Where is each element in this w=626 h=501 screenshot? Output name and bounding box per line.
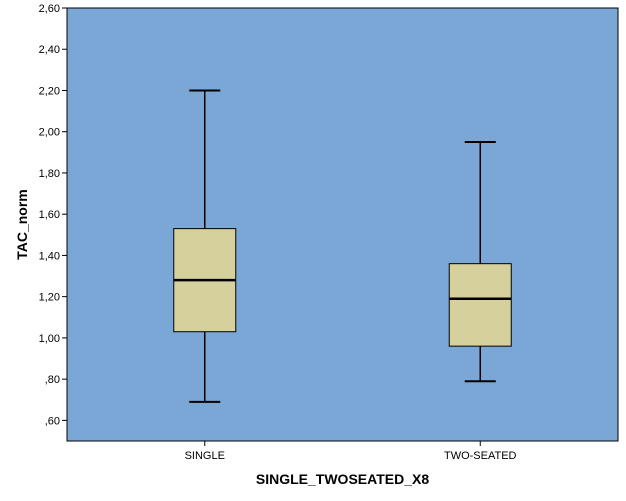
iqr-box (448, 263, 512, 347)
x-tick-label: SINGLE (185, 450, 225, 462)
y-tick-label: 2,20 (39, 85, 60, 97)
box-series (173, 89, 512, 403)
y-tick-label: 2,40 (39, 44, 60, 56)
y-tick-label: 1,60 (39, 209, 60, 221)
y-tick-label: 1,00 (39, 333, 60, 345)
y-axis: ,60 ,80 1,00 1,20 1,40 1,60 1,80 2,00 2,20 2,40 2,… (39, 3, 67, 427)
x-axis-title: SINGLE_TWOSEATED_X8 (256, 471, 429, 487)
y-tick-label: 1,20 (39, 292, 60, 304)
y-axis-title: TAC_norm (14, 189, 30, 260)
y-tick-label: ,80 (45, 374, 60, 386)
plot-area (66, 7, 619, 442)
box-two-seated (448, 141, 512, 383)
x-axis: SINGLE TWO-SEATED (185, 441, 517, 462)
box-single (173, 89, 237, 403)
y-tick-label: 1,40 (39, 250, 60, 262)
y-tick-label: 2,60 (39, 3, 60, 15)
y-tick-label: 1,80 (39, 168, 60, 180)
y-tick-label: ,60 (45, 415, 60, 427)
y-tick-label: 2,00 (39, 127, 60, 139)
x-tick-label: TWO-SEATED (444, 450, 517, 462)
